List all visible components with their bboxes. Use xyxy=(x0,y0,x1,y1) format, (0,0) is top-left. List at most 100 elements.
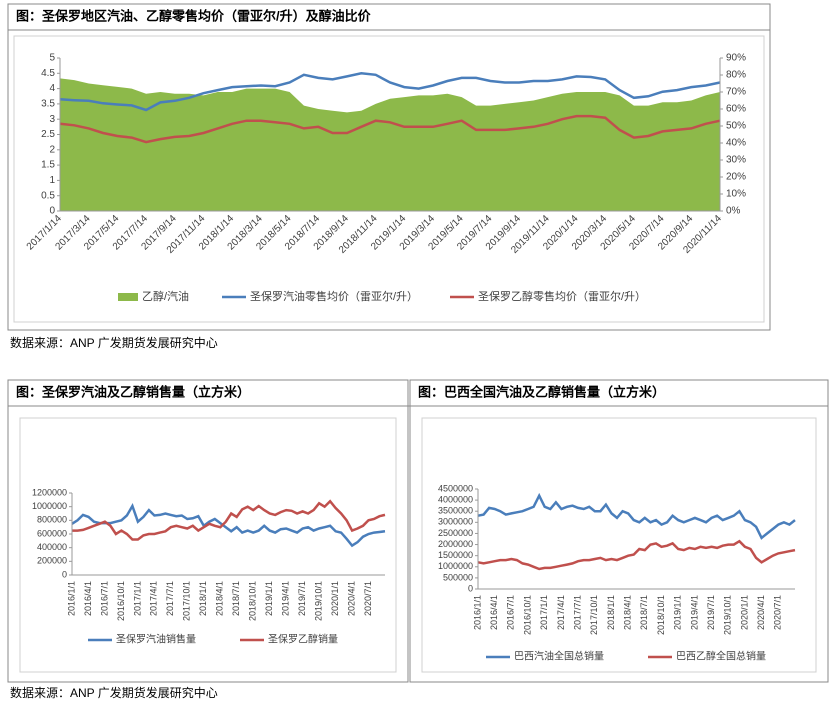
y2-tick-label: 0% xyxy=(726,206,741,217)
x-tick-label: 2016/10/1 xyxy=(116,581,126,621)
y-tick-label: 0.5 xyxy=(41,190,55,201)
x-tick-label: 2020/1/1 xyxy=(330,581,340,616)
x-tick-label: 2018/7/1 xyxy=(231,581,241,616)
y-tick-label: 800000 xyxy=(37,515,67,525)
y2-tick-label: 40% xyxy=(726,138,746,149)
x-tick-label: 2017/10/1 xyxy=(589,595,599,635)
line xyxy=(59,72,721,112)
y-tick-label: 0 xyxy=(468,583,473,593)
x-tick-label: 2019/4/1 xyxy=(689,595,699,630)
legend-swatch xyxy=(118,293,138,301)
y-tick-label: 4000000 xyxy=(438,494,473,504)
y-tick-label: 500000 xyxy=(443,572,473,582)
y-tick-label: 0 xyxy=(62,569,67,579)
x-tick-label: 2019/4/1 xyxy=(281,581,291,616)
x-tick-label: 2016/1/1 xyxy=(472,595,482,630)
line xyxy=(59,114,721,144)
y-tick-label: 200000 xyxy=(37,556,67,566)
y-tick-label: 1000000 xyxy=(32,501,67,511)
panel xyxy=(409,379,829,683)
x-tick-label: 2017/4/1 xyxy=(556,595,566,630)
y-tick-label: 1500000 xyxy=(438,550,473,560)
y-tick-label: 3 xyxy=(49,114,55,125)
y-tick-label: 1.5 xyxy=(41,160,55,171)
legend-label: 圣保罗汽油零售均价（雷亚尔/升） xyxy=(250,289,418,303)
legend-label: 圣保罗汽油销售量 xyxy=(116,633,196,646)
x-tick-label: 2020/7/1 xyxy=(363,581,373,616)
y-tick-label: 1200000 xyxy=(32,487,67,497)
y-tick-label: 4500000 xyxy=(438,483,473,493)
x-tick-label: 2018/4/1 xyxy=(215,581,225,616)
y-tick-label: 4.5 xyxy=(41,68,55,79)
y2-tick-label: 80% xyxy=(726,70,746,81)
y-tick-label: 400000 xyxy=(37,542,67,552)
panel-title: 图：圣保罗汽油及乙醇销售量（立方米） xyxy=(16,384,250,399)
x-tick-label: 2019/1/1 xyxy=(673,595,683,630)
x-tick-label: 2016/7/1 xyxy=(506,595,516,630)
x-tick-label: 2020/1/1 xyxy=(739,595,749,630)
y-tick-label: 1 xyxy=(49,175,55,186)
legend-label: 圣保罗乙醇销量 xyxy=(268,633,338,646)
y-tick-label: 2.5 xyxy=(41,129,55,140)
legend-label: 巴西汽油全国总销量 xyxy=(514,650,604,663)
x-tick-label: 2020/4/1 xyxy=(756,595,766,630)
panel xyxy=(7,3,771,331)
x-tick-label: 2017/1/1 xyxy=(132,581,142,616)
chart-frame xyxy=(421,417,817,673)
y-tick-label: 2500000 xyxy=(438,528,473,538)
x-tick-label: 2016/4/1 xyxy=(489,595,499,630)
y-tick-label: 1000000 xyxy=(438,561,473,571)
x-tick-label: 2019/7/1 xyxy=(297,581,307,616)
y-tick-label: 5 xyxy=(49,53,55,64)
y-tick-label: 600000 xyxy=(37,528,67,538)
x-tick-label: 2016/7/1 xyxy=(99,581,109,616)
x-tick-label: 2018/1/1 xyxy=(198,581,208,616)
panel-title: 图：巴西全国汽油及乙醇销售量（立方米） xyxy=(418,384,665,399)
y-tick-label: 4 xyxy=(49,83,55,94)
y2-tick-label: 50% xyxy=(726,121,746,132)
y-tick-label: 3.5 xyxy=(41,99,55,110)
x-tick-label: 2017/10/1 xyxy=(182,581,192,621)
x-tick-label: 2017/1/1 xyxy=(539,595,549,630)
legend-label: 圣保罗乙醇零售均价（雷亚尔/升） xyxy=(478,289,646,303)
legend-label: 巴西乙醇全国总销量 xyxy=(676,650,766,663)
y2-tick-label: 30% xyxy=(726,155,746,166)
chart-frame xyxy=(19,417,397,673)
source: 数据来源：ANP 广发期货发展研究中心 xyxy=(10,685,218,700)
y2-tick-label: 20% xyxy=(726,172,746,183)
x-tick-label: 2018/7/1 xyxy=(639,595,649,630)
legend-label: 乙醇/汽油 xyxy=(142,289,189,303)
y-tick-label: 0 xyxy=(49,206,55,217)
y-tick-label: 3000000 xyxy=(438,517,473,527)
x-tick-label: 2019/10/1 xyxy=(313,581,323,621)
line xyxy=(477,539,796,571)
x-tick-label: 2020/4/1 xyxy=(346,581,356,616)
y2-tick-label: 70% xyxy=(726,87,746,98)
x-tick-label: 2018/10/1 xyxy=(656,595,666,635)
chart-frame xyxy=(13,35,765,323)
x-tick-label: 2016/1/1 xyxy=(66,581,76,616)
line xyxy=(72,499,386,541)
y2-tick-label: 60% xyxy=(726,104,746,115)
x-tick-label: 2018/10/1 xyxy=(248,581,258,621)
x-tick-label: 2019/1/1 xyxy=(264,581,274,616)
y2-tick-label: 10% xyxy=(726,189,746,200)
x-tick-label: 2017/7/1 xyxy=(165,581,175,616)
x-tick-label: 2019/7/1 xyxy=(706,595,716,630)
line xyxy=(71,503,386,548)
y-tick-label: 2 xyxy=(49,144,55,155)
x-tick-label: 2016/4/1 xyxy=(83,581,93,616)
line xyxy=(477,492,796,540)
x-tick-label: 2017/7/1 xyxy=(572,595,582,630)
x-tick-label: 2017/4/1 xyxy=(149,581,159,616)
area xyxy=(60,78,720,212)
y2-tick-label: 90% xyxy=(726,53,746,64)
x-tick-label: 2016/10/1 xyxy=(522,595,532,635)
x-tick-label: 2018/1/1 xyxy=(606,595,616,630)
x-tick-label: 2020/7/1 xyxy=(773,595,783,630)
panel-title: 图：圣保罗地区汽油、乙醇零售均价（雷亚尔/升）及醇油比价 xyxy=(16,8,372,23)
y-tick-label: 3500000 xyxy=(438,506,473,516)
source: 数据来源：ANP 广发期货发展研究中心 xyxy=(10,335,218,350)
x-tick-label: 2019/10/1 xyxy=(723,595,733,635)
